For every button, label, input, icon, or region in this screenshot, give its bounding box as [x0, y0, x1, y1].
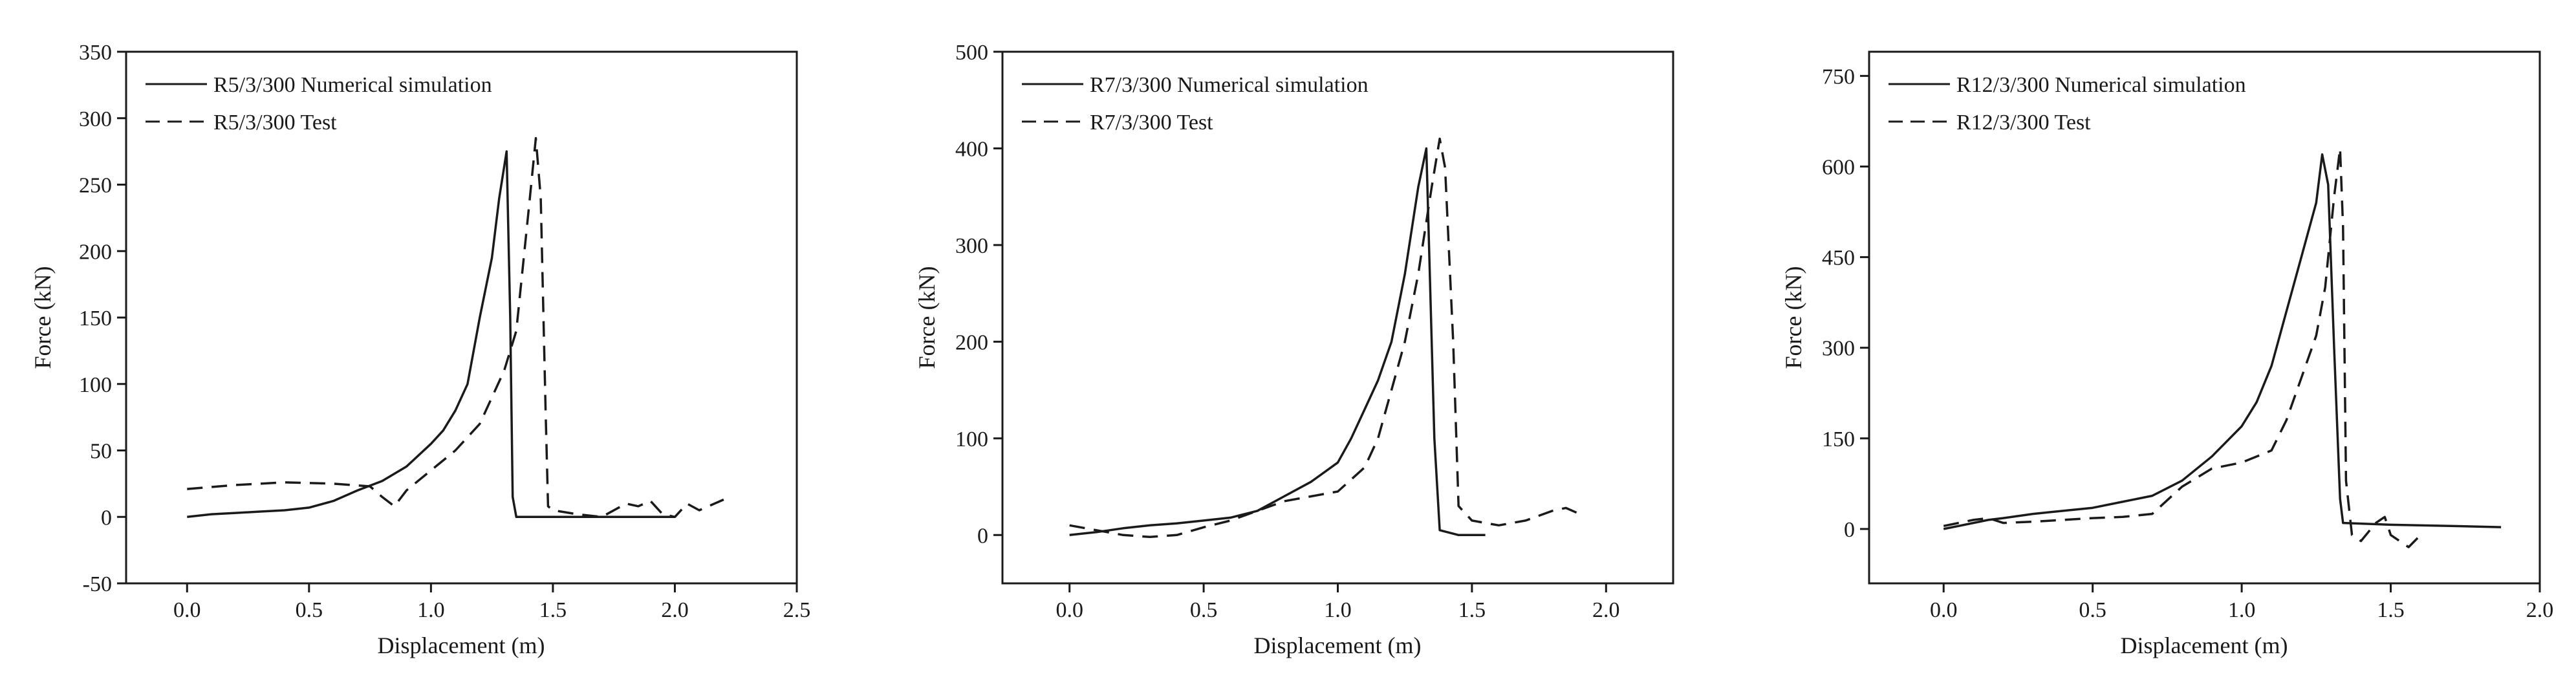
legend-label-numerical: R12/3/300 Numerical simulation — [1956, 73, 2246, 97]
panel-r7: R7/3/300 Numerical simulation R7/3/300 T… — [914, 41, 1674, 658]
x-tick-label: 0.5 — [296, 598, 323, 622]
x-tick-label: 0.0 — [1055, 598, 1083, 622]
legend: R12/3/300 Numerical simulation R12/3/300… — [1889, 73, 2246, 135]
panel-r12: R12/3/300 Numerical simulation R12/3/300… — [1780, 50, 2553, 658]
x-tick-label: 0.5 — [1190, 598, 1218, 622]
y-tick-label: 0 — [1844, 518, 1855, 542]
y-tick-label: 300 — [955, 234, 988, 258]
legend-label-numerical: R5/3/300 Numerical simulation — [213, 73, 492, 97]
y-tick-label: 350 — [79, 41, 112, 65]
y-tick-label: 400 — [955, 137, 988, 161]
y-tick-label: 500 — [955, 41, 988, 65]
series-marks — [1943, 147, 2502, 548]
x-tick-label: 2.5 — [783, 598, 811, 622]
legend-label-test: R7/3/300 Test — [1090, 111, 1213, 135]
series-line-test — [1069, 137, 1580, 539]
legend-label-test: R12/3/300 Test — [1956, 111, 2091, 135]
y-axis-title: Force (kN) — [30, 266, 56, 369]
ticks: 0.0 0.5 1.0 1.5 2.0 0 100 200 300 400 500 — [955, 41, 1620, 622]
y-tick-label: 200 — [79, 240, 112, 264]
plot-frame — [1868, 50, 2541, 585]
x-axis-title: Displacement (m) — [378, 633, 545, 658]
y-tick-label: 50 — [90, 440, 112, 464]
y-tick-label: 100 — [79, 373, 112, 397]
y-tick-label: -50 — [83, 572, 112, 596]
x-tick-label: 1.0 — [417, 598, 445, 622]
legend: R7/3/300 Numerical simulation R7/3/300 T… — [1022, 73, 1369, 135]
x-tick-label: 2.0 — [1592, 598, 1620, 622]
x-tick-label: 2.0 — [661, 598, 689, 622]
y-tick-label: 0 — [101, 506, 112, 530]
y-tick-label: 250 — [79, 174, 112, 198]
y-tick-label: 100 — [955, 427, 988, 451]
x-tick-label: 1.0 — [1324, 598, 1352, 622]
y-tick-label: 450 — [1822, 246, 1855, 270]
y-tick-label: 150 — [1822, 427, 1855, 451]
x-tick-label: 0.0 — [173, 598, 201, 622]
x-tick-label: 2.0 — [2526, 598, 2554, 622]
y-tick-label: 600 — [1822, 155, 1855, 179]
y-axis-title: Force (kN) — [1780, 266, 1806, 369]
panel-r5: R5/3/300 Numerical simulation R5/3/300 T… — [30, 41, 810, 658]
y-tick-label: 200 — [955, 330, 988, 354]
x-axis-title: Displacement (m) — [1254, 633, 1422, 658]
x-axis-title: Displacement (m) — [2121, 633, 2288, 658]
x-tick-label: 1.5 — [2377, 598, 2405, 622]
y-tick-label: 300 — [79, 107, 112, 131]
y-axis-title: Force (kN) — [914, 266, 940, 369]
series-line-numerical — [1069, 147, 1486, 537]
x-tick-label: 0.0 — [1930, 598, 1958, 622]
ticks: 0.0 0.5 1.0 1.5 2.0 2.5 -50 0 50 100 150 200 250 300 3… — [79, 41, 810, 622]
series-line-test — [1943, 147, 2421, 548]
y-tick-label: 0 — [977, 524, 988, 548]
series-line-numerical — [1943, 153, 2502, 530]
y-tick-label: 750 — [1822, 65, 1855, 89]
ticks: 0.0 0.5 1.0 1.5 2.0 0 150 300 450 600 750 — [1822, 65, 2553, 622]
y-tick-label: 150 — [79, 307, 112, 330]
series-marks — [187, 136, 724, 519]
x-tick-label: 0.5 — [2079, 598, 2106, 622]
x-tick-label: 1.5 — [1458, 598, 1486, 622]
series-line-numerical — [187, 150, 675, 519]
legend-label-test: R5/3/300 Test — [213, 111, 337, 135]
series-marks — [1069, 137, 1580, 539]
legend: R5/3/300 Numerical simulation R5/3/300 T… — [146, 73, 492, 135]
series-line-test — [187, 136, 724, 519]
x-tick-label: 1.0 — [2228, 598, 2256, 622]
legend-label-numerical: R7/3/300 Numerical simulation — [1090, 73, 1369, 97]
y-tick-label: 300 — [1822, 337, 1855, 361]
x-tick-label: 1.5 — [539, 598, 567, 622]
